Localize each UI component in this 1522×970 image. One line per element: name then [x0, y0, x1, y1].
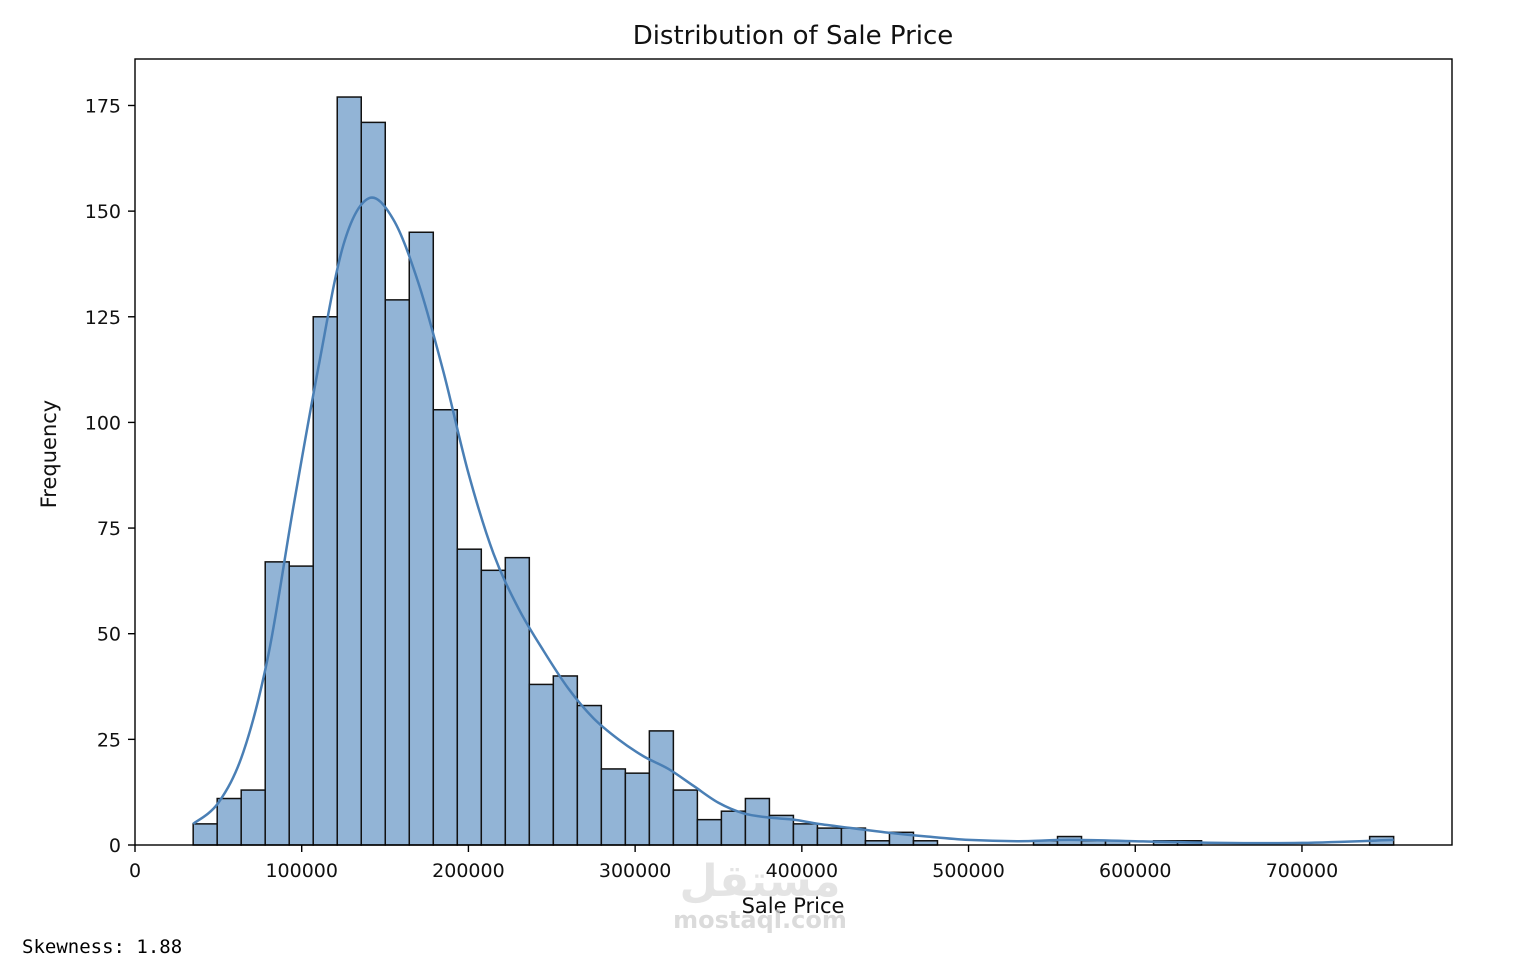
histogram-bar: [360, 121, 387, 846]
histogram-bar: [744, 797, 771, 846]
histogram-bar: [552, 675, 579, 846]
y-tick-label: 0: [109, 835, 121, 857]
histogram-bar: [384, 299, 411, 846]
histogram-bar: [456, 548, 483, 846]
y-axis-label: Frequency: [37, 400, 61, 509]
histogram-bar: [432, 408, 459, 846]
histogram-bar: [312, 316, 338, 846]
y-tick-label: 50: [97, 624, 121, 646]
x-axis-label: Sale Price: [742, 894, 845, 918]
histogram-bar: [600, 768, 627, 846]
y-tick-label: 75: [97, 518, 121, 540]
histogram-chart: Distribution of Sale Price 0 100000 200000…: [37, 21, 1453, 918]
skewness-output: Skewness: 1.88: [22, 936, 183, 958]
histogram-bar: [288, 565, 314, 846]
x-axis-ticks: 0 100000 200000 300000 400000 500000 600000 700…: [129, 845, 1338, 882]
histogram-bar: [192, 823, 218, 846]
histogram-bar: [504, 556, 531, 846]
y-tick-label: 175: [85, 95, 121, 117]
histogram-bar: [240, 789, 266, 846]
histogram-bar: [792, 823, 819, 846]
x-tick-label: 100000: [265, 860, 338, 882]
histogram-bar: [672, 789, 699, 846]
x-tick-label: 200000: [432, 860, 505, 882]
x-tick-label: 0: [129, 860, 141, 882]
x-tick-label: 600000: [1099, 860, 1172, 882]
x-tick-label: 400000: [766, 860, 839, 882]
histogram-bar: [528, 683, 555, 846]
histogram-bar: [624, 772, 651, 846]
histogram-bar: [696, 818, 723, 846]
x-tick-label: 700000: [1266, 860, 1339, 882]
histogram-bar: [576, 704, 603, 846]
histogram-bar: [480, 569, 507, 846]
kde-curve: [192, 196, 1394, 845]
histogram-bar: [720, 810, 747, 846]
histogram-bar: [216, 797, 242, 846]
x-tick-label: 500000: [932, 860, 1005, 882]
x-tick-label: 300000: [599, 860, 672, 882]
histogram-bar: [336, 96, 362, 846]
y-tick-label: 125: [85, 307, 121, 329]
chart-title: Distribution of Sale Price: [633, 21, 954, 51]
histogram-bars: [192, 96, 1395, 846]
histogram-bar: [816, 827, 843, 846]
y-tick-label: 150: [85, 201, 121, 223]
histogram-bar: [648, 730, 675, 846]
y-tick-label: 25: [97, 729, 121, 751]
y-tick-label: 100: [85, 412, 121, 434]
y-axis-ticks: 0 25 50 75 100 125 150 175: [85, 95, 135, 857]
plot-frame: [134, 58, 1453, 846]
